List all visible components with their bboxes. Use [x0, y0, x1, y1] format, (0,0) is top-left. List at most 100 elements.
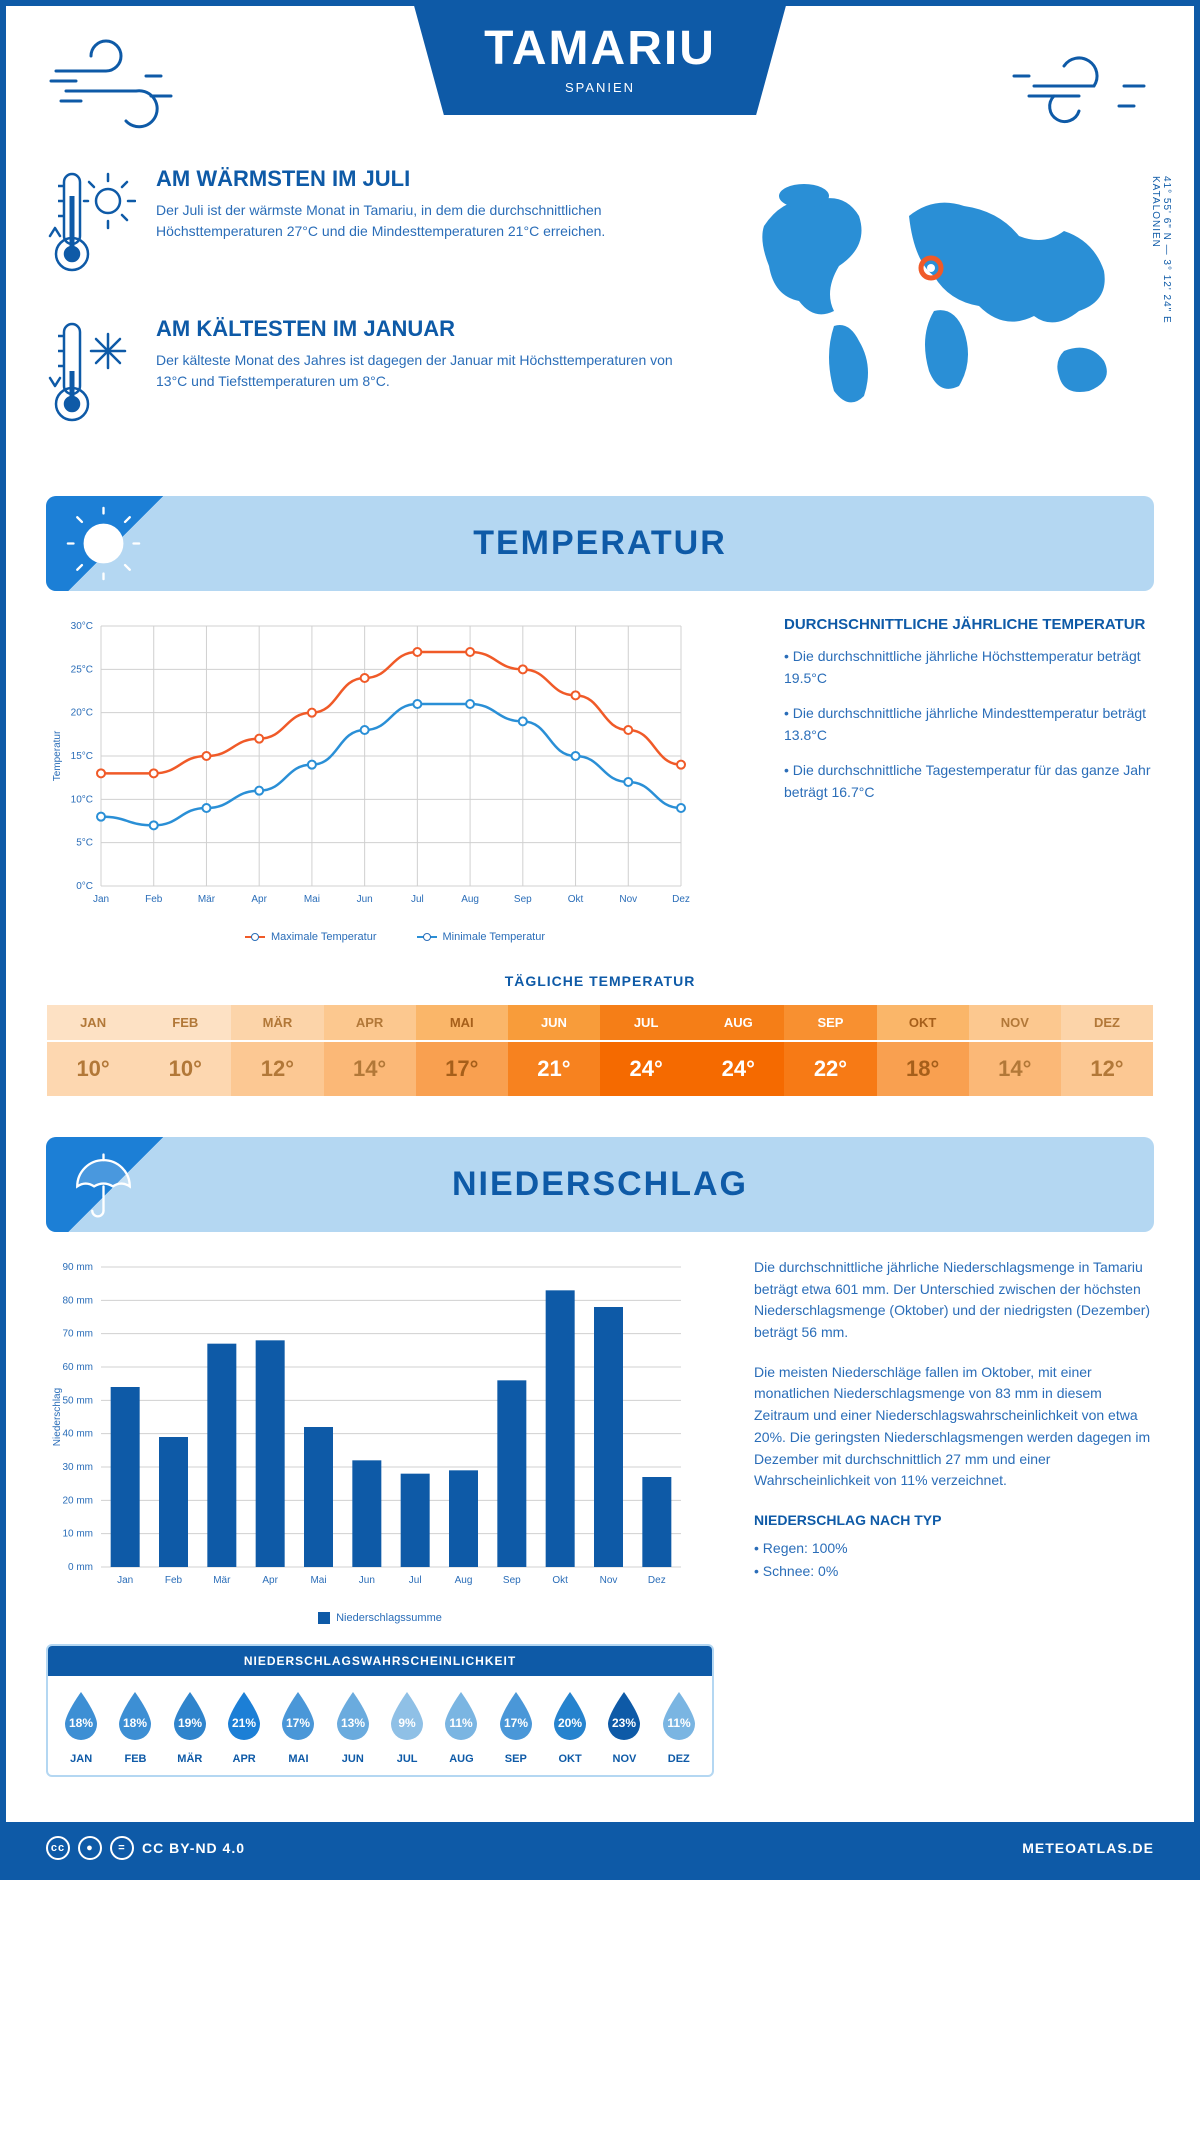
temperature-legend: Maximale Temperatur Minimale Temperatur	[46, 931, 744, 943]
svg-text:17%: 17%	[286, 1716, 310, 1730]
sun-icon	[46, 496, 186, 591]
svg-text:18%: 18%	[123, 1716, 147, 1730]
svg-text:Jul: Jul	[409, 1575, 422, 1586]
footer: cc ● = CC BY-ND 4.0 METEOATLAS.DE	[6, 1822, 1194, 1874]
svg-text:19%: 19%	[178, 1716, 202, 1730]
license: cc ● = CC BY-ND 4.0	[46, 1836, 245, 1860]
precipitation-heading: NIEDERSCHLAG	[186, 1165, 1154, 1204]
svg-text:13%: 13%	[341, 1716, 365, 1730]
svg-text:60 mm: 60 mm	[62, 1362, 93, 1373]
daily-value-cell: 22°	[784, 1042, 876, 1096]
rain-drop-cell: 13% JUN	[328, 1690, 378, 1765]
coldest-text: Der kälteste Monat des Jahres ist dagege…	[156, 350, 704, 392]
coordinates: 41° 55' 6" N — 3° 12' 24" EKATALONIEN	[1150, 176, 1172, 324]
svg-text:Feb: Feb	[165, 1575, 183, 1586]
svg-text:9%: 9%	[398, 1716, 416, 1730]
daily-head-cell: NOV	[969, 1005, 1061, 1040]
svg-text:80 mm: 80 mm	[62, 1295, 93, 1306]
cc-icon: cc	[46, 1836, 70, 1860]
svg-text:Feb: Feb	[145, 894, 163, 905]
daily-value-cell: 10°	[47, 1042, 139, 1096]
coldest-block: AM KÄLTESTEN IM JANUAR Der kälteste Mona…	[46, 316, 704, 441]
svg-text:Mär: Mär	[213, 1575, 231, 1586]
title-banner: TAMARIU SPANIEN	[414, 6, 786, 115]
temperature-heading: TEMPERATUR	[186, 524, 1154, 563]
svg-text:90 mm: 90 mm	[62, 1262, 93, 1273]
daily-value-cell: 24°	[600, 1042, 692, 1096]
daily-value-cell: 21°	[508, 1042, 600, 1096]
precipitation-chart: 0 mm10 mm20 mm30 mm40 mm50 mm60 mm70 mm8…	[46, 1257, 714, 1777]
rain-drop-cell: 11% AUG	[436, 1690, 486, 1765]
nd-icon: =	[110, 1836, 134, 1860]
section-temperature: TEMPERATUR	[46, 496, 1154, 591]
svg-text:30°C: 30°C	[71, 621, 93, 632]
daily-temperature-table: TÄGLICHE TEMPERATUR JANFEBMÄRAPRMAIJUNJU…	[46, 973, 1154, 1097]
precipitation-summary: Die durchschnittliche jährliche Niedersc…	[754, 1257, 1154, 1777]
warmest-text: Der Juli ist der wärmste Monat in Tamari…	[156, 200, 704, 242]
rain-drop-cell: 9% JUL	[382, 1690, 432, 1765]
svg-text:21%: 21%	[232, 1716, 256, 1730]
svg-text:20°C: 20°C	[71, 708, 93, 719]
svg-text:30 mm: 30 mm	[62, 1462, 93, 1473]
thermometer-snow-icon	[46, 316, 136, 441]
svg-text:Jul: Jul	[411, 894, 424, 905]
daily-head-cell: JUL	[600, 1005, 692, 1040]
daily-value-cell: 10°	[139, 1042, 231, 1096]
precipitation-probability: NIEDERSCHLAGSWAHRSCHEINLICHKEIT 18% JAN …	[46, 1644, 714, 1777]
wind-icon-left	[46, 36, 196, 136]
page-subtitle: SPANIEN	[484, 80, 716, 95]
page-title: TAMARIU	[484, 21, 716, 76]
thermometer-sun-icon	[46, 166, 136, 291]
svg-text:Apr: Apr	[251, 894, 267, 905]
rain-drop-cell: 20% OKT	[545, 1690, 595, 1765]
svg-text:25°C: 25°C	[71, 664, 93, 675]
svg-text:Sep: Sep	[503, 1575, 521, 1586]
svg-text:Okt: Okt	[552, 1575, 568, 1586]
daily-head-cell: FEB	[139, 1005, 231, 1040]
world-map: 41° 55' 6" N — 3° 12' 24" EKATALONIEN	[734, 166, 1154, 466]
svg-text:10 mm: 10 mm	[62, 1529, 93, 1540]
temperature-chart: 0°C5°C10°C15°C20°C25°C30°CJanFebMärAprMa…	[46, 616, 744, 943]
daily-head-cell: JUN	[508, 1005, 600, 1040]
daily-head-cell: MAI	[416, 1005, 508, 1040]
svg-text:50 mm: 50 mm	[62, 1395, 93, 1406]
svg-text:20%: 20%	[558, 1716, 582, 1730]
section-precipitation: NIEDERSCHLAG	[46, 1137, 1154, 1232]
daily-head-cell: JAN	[47, 1005, 139, 1040]
svg-text:Niederschlag: Niederschlag	[52, 1388, 63, 1446]
rain-drop-cell: 18% JAN	[56, 1690, 106, 1765]
daily-value-cell: 18°	[877, 1042, 969, 1096]
rain-drop-cell: 19% MÄR	[165, 1690, 215, 1765]
svg-text:Dez: Dez	[648, 1575, 666, 1586]
svg-text:Nov: Nov	[600, 1575, 618, 1586]
svg-text:Apr: Apr	[262, 1575, 278, 1586]
svg-text:11%: 11%	[450, 1716, 474, 1730]
warmest-block: AM WÄRMSTEN IM JULI Der Juli ist der wär…	[46, 166, 704, 291]
svg-text:Mai: Mai	[304, 894, 320, 905]
svg-text:10°C: 10°C	[71, 794, 93, 805]
svg-text:Jan: Jan	[93, 894, 109, 905]
daily-head-cell: OKT	[877, 1005, 969, 1040]
svg-text:17%: 17%	[504, 1716, 528, 1730]
svg-text:5°C: 5°C	[76, 838, 93, 849]
svg-text:70 mm: 70 mm	[62, 1329, 93, 1340]
daily-value-cell: 12°	[1061, 1042, 1153, 1096]
svg-text:Dez: Dez	[672, 894, 690, 905]
svg-text:Aug: Aug	[455, 1575, 473, 1586]
svg-text:40 mm: 40 mm	[62, 1429, 93, 1440]
svg-text:Okt: Okt	[568, 894, 584, 905]
svg-text:11%: 11%	[667, 1716, 691, 1730]
precipitation-legend: Niederschlagssumme	[46, 1612, 714, 1624]
svg-text:Aug: Aug	[461, 894, 479, 905]
rain-drop-cell: 21% APR	[219, 1690, 269, 1765]
svg-text:Jun: Jun	[357, 894, 373, 905]
svg-text:Mär: Mär	[198, 894, 216, 905]
daily-head-cell: MÄR	[231, 1005, 323, 1040]
rain-drop-cell: 17% MAI	[273, 1690, 323, 1765]
svg-text:0°C: 0°C	[76, 881, 93, 892]
daily-value-cell: 12°	[231, 1042, 323, 1096]
rain-drop-cell: 23% NOV	[599, 1690, 649, 1765]
svg-text:Jun: Jun	[359, 1575, 375, 1586]
intro-row: AM WÄRMSTEN IM JULI Der Juli ist der wär…	[46, 166, 1154, 466]
svg-text:Mai: Mai	[310, 1575, 326, 1586]
